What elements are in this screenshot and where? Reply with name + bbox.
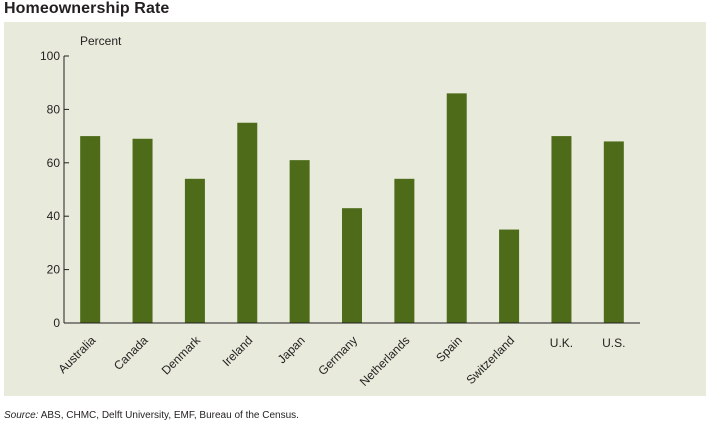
chart-title: Homeownership Rate <box>4 0 170 17</box>
bar-canada <box>132 138 153 323</box>
x-tick-label: U.K. <box>550 336 573 350</box>
bar-denmark <box>184 178 205 323</box>
bar-switzerland <box>499 229 520 323</box>
source-text: ABS, CHMC, Delft University, EMF, Bureau… <box>40 410 299 421</box>
bar-germany <box>342 208 362 323</box>
y-tick-label: 60 <box>47 156 61 170</box>
chart-panel: Percent 0 20 40 60 80 100 Australia Canada Denm… <box>4 22 706 396</box>
bar-australia <box>80 136 101 323</box>
source-label: Source: <box>4 410 39 421</box>
y-tick-label: 80 <box>47 102 61 116</box>
y-tick-label: 0 <box>53 316 60 330</box>
source-note: Source: ABS, CHMC, Delft University, EMF… <box>4 410 299 421</box>
bar-u-k <box>551 136 572 323</box>
x-tick-label: U.S. <box>602 336 625 350</box>
y-tick-label: 100 <box>40 49 60 63</box>
y-axis-ticks: 0 20 40 60 80 100 <box>40 49 69 330</box>
y-axis-label: Percent <box>80 34 122 48</box>
y-tick-label: 20 <box>47 263 61 277</box>
bar-spain <box>446 93 467 323</box>
bar-ireland <box>237 122 258 323</box>
bar-u-s <box>603 141 624 323</box>
bars <box>80 93 624 323</box>
bar-netherlands <box>394 178 415 323</box>
bar-japan <box>289 160 310 323</box>
y-tick-label: 40 <box>47 209 61 223</box>
